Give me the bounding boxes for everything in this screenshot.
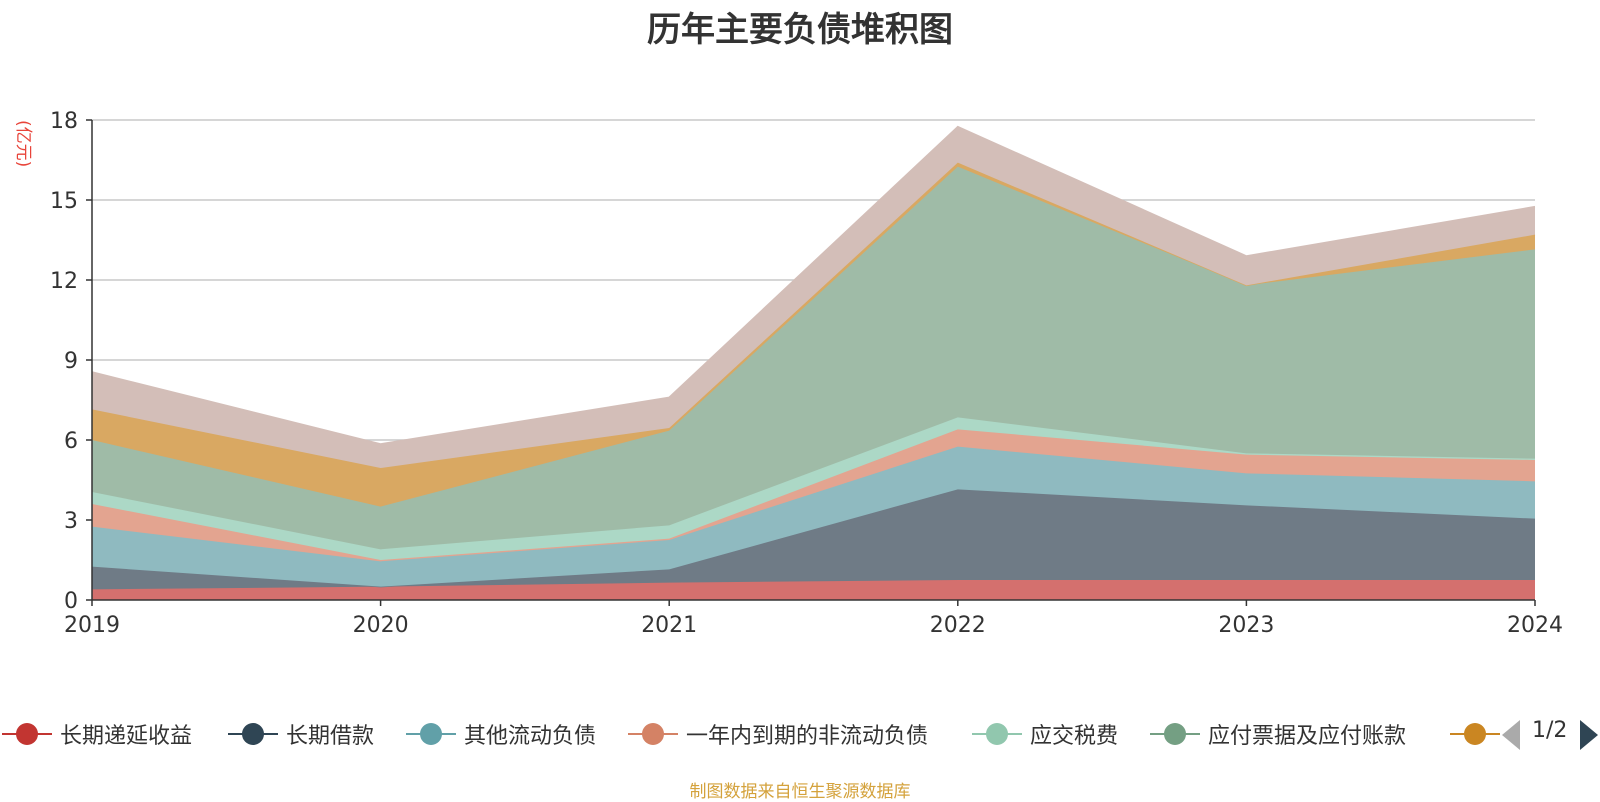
y-tick-label: 18 xyxy=(50,109,78,134)
area-series-4 xyxy=(92,429,1535,562)
x-tick-label: 2024 xyxy=(1507,613,1563,638)
area-series-8 xyxy=(92,126,1535,469)
legend-marker-icon xyxy=(2,723,52,745)
legend-item[interactable] xyxy=(1450,714,1500,754)
x-tick-label: 2019 xyxy=(64,613,120,638)
area-series-8-line xyxy=(91,125,1536,445)
legend-item[interactable]: 长期借款 xyxy=(228,714,374,754)
legend-next-page-icon[interactable] xyxy=(1578,718,1600,752)
y-tick-label: 15 xyxy=(50,189,78,214)
legend-label: 应交税费 xyxy=(1030,724,1119,749)
legend-item[interactable]: 其他流动负债 xyxy=(406,714,596,754)
x-tick-label: 2021 xyxy=(641,613,697,638)
legend-label: 长期借款 xyxy=(286,724,375,749)
source-note: 制图数据来自恒生聚源数据库 xyxy=(689,782,911,802)
legend-marker-icon xyxy=(1450,723,1500,745)
area-series-2 xyxy=(92,489,1535,590)
legend-label: 其他流动负债 xyxy=(464,724,597,749)
area-series-7 xyxy=(92,162,1535,507)
x-tick-label: 2022 xyxy=(930,613,986,638)
legend-item[interactable]: 长期递延收益 xyxy=(2,714,192,754)
y-tick-label: 12 xyxy=(50,269,78,294)
legend-item[interactable]: 应交税费 xyxy=(972,714,1118,754)
y-tick-label: 6 xyxy=(64,429,78,454)
y-tick-label: 0 xyxy=(64,589,78,614)
legend-item[interactable]: 一年内到期的非流动负债 xyxy=(628,714,928,754)
legend-marker-icon xyxy=(228,723,278,745)
chart-title: 历年主要负债堆积图 xyxy=(647,10,953,50)
legend-marker-icon xyxy=(972,723,1022,745)
legend-label: 长期递延收益 xyxy=(60,724,193,749)
y-tick-label: 3 xyxy=(64,509,78,534)
x-tick-label: 2023 xyxy=(1218,613,1274,638)
legend-item[interactable]: 应付票据及应付账款 xyxy=(1150,714,1406,754)
legend-marker-icon xyxy=(628,723,678,745)
legend-marker-icon xyxy=(1150,723,1200,745)
legend-page-indicator: 1/2 xyxy=(1532,718,1568,743)
area-series-6 xyxy=(92,166,1535,550)
legend-prev-page-icon[interactable] xyxy=(1500,718,1522,752)
legend-label: 一年内到期的非流动负债 xyxy=(686,724,929,749)
x-tick-label: 2020 xyxy=(353,613,409,638)
y-tick-label: 9 xyxy=(64,349,78,374)
legend-marker-icon xyxy=(406,723,456,745)
area-series-3 xyxy=(92,446,1535,587)
legend-label: 应付票据及应付账款 xyxy=(1208,724,1407,749)
area-series-1 xyxy=(92,580,1535,600)
